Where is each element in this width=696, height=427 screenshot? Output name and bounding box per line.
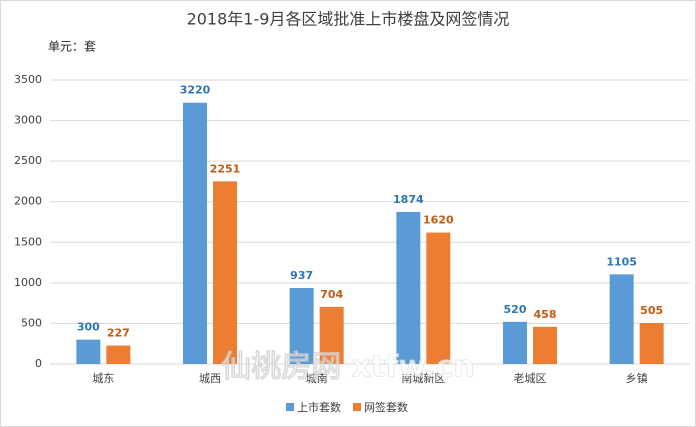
- value-label: 3220: [180, 84, 211, 97]
- bar: [183, 102, 207, 364]
- y-tick-label: 3000: [14, 114, 42, 127]
- value-label: 227: [107, 327, 130, 340]
- bar: [106, 345, 131, 364]
- legend-label: 网签套数: [364, 400, 408, 414]
- bar: [426, 232, 451, 364]
- value-label: 1620: [423, 214, 454, 227]
- bar: [533, 326, 557, 364]
- value-label: 520: [504, 303, 527, 316]
- bar: [609, 274, 634, 364]
- unit-label: 单元：套: [48, 40, 96, 54]
- value-label: 1105: [606, 255, 637, 268]
- legend-swatch: [353, 403, 361, 411]
- x-tick-label: 城南: [306, 372, 328, 385]
- x-tick-label: 城东: [92, 372, 114, 385]
- x-tick-label: 城西: [199, 372, 221, 385]
- y-tick-label: 0: [35, 357, 42, 370]
- x-tick-label: 南城新区: [401, 371, 445, 385]
- y-tick-label: 2500: [14, 154, 42, 167]
- bar: [213, 181, 237, 364]
- bar: [289, 287, 314, 364]
- chart-title: 2018年1-9月各区域批准上市楼盘及网签情况: [187, 10, 510, 29]
- x-tick-label: 老城区: [514, 372, 547, 385]
- bar: [503, 321, 527, 364]
- value-label: 704: [320, 288, 343, 301]
- y-tick-label: 3500: [14, 73, 42, 86]
- bar: [319, 306, 344, 364]
- bar: [396, 211, 421, 364]
- y-tick-label: 500: [21, 316, 42, 329]
- bar: [76, 339, 101, 364]
- y-tick-label: 1000: [14, 276, 42, 289]
- value-label: 2251: [210, 162, 241, 175]
- x-tick-label: 乡镇: [626, 371, 648, 385]
- value-label: 937: [290, 269, 313, 282]
- y-tick-label: 1500: [14, 235, 42, 248]
- value-label: 300: [77, 321, 100, 334]
- watermark: 仙桃房网 xtfw.cn: [221, 350, 475, 385]
- legend-label: 上市套数: [297, 400, 341, 414]
- value-label: 1874: [393, 193, 424, 206]
- bar: [639, 323, 664, 364]
- value-label: 458: [534, 308, 557, 321]
- legend-swatch: [286, 403, 294, 411]
- value-label: 505: [640, 304, 663, 317]
- y-tick-label: 2000: [14, 195, 42, 208]
